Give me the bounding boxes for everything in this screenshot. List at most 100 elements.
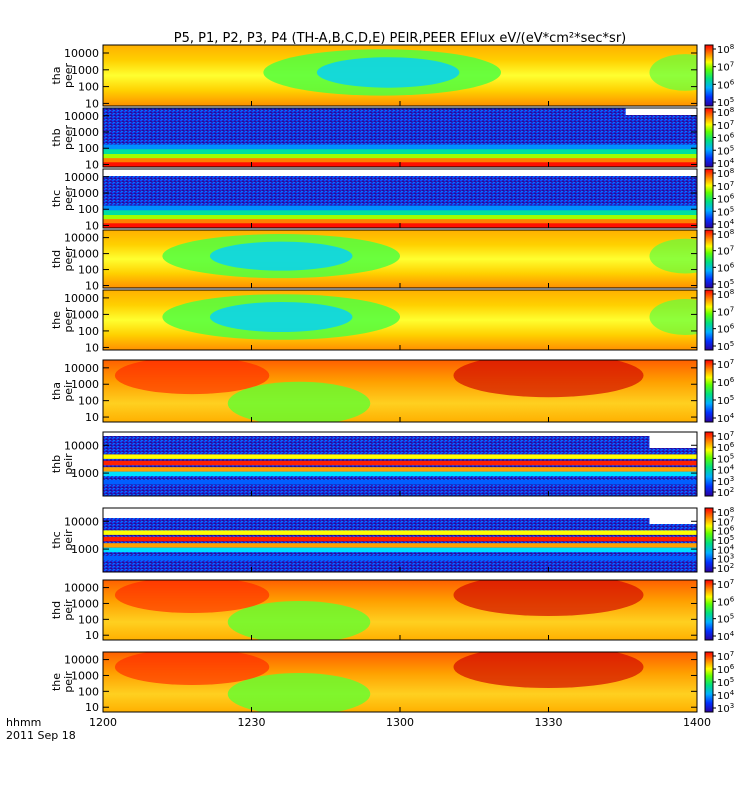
panel-species-label: peer <box>62 125 75 151</box>
colorbar-tick-label: 105 <box>717 394 734 407</box>
spectrogram-image <box>103 432 697 496</box>
colorbar-tick-label: 105 <box>717 96 734 109</box>
chart-title: P5, P1, P2, P3, P4 (TH-A,B,C,D,E) PEIR,P… <box>174 31 627 46</box>
panel-species-label: peir <box>62 599 75 621</box>
colorbar-tick-label: 104 <box>717 689 735 702</box>
y-tick-label: 100 <box>78 613 99 626</box>
colorbar-tick-label: 105 <box>717 340 734 353</box>
panel-probe-label: thd <box>50 601 63 619</box>
panel-probe-label: the <box>50 673 63 691</box>
spectrogram-image <box>103 508 697 572</box>
y-tick-label: 1000 <box>71 187 99 200</box>
panel-species-label: peir <box>62 671 75 693</box>
y-tick-label: 10000 <box>64 582 99 595</box>
colorbar-tick-label: 106 <box>717 376 735 389</box>
panel-probe-label: thc <box>50 190 63 207</box>
colorbar-tick-label: 103 <box>717 702 734 715</box>
panel-species-label: peir <box>62 380 75 402</box>
y-tick-label: 10000 <box>64 232 99 245</box>
colorbar-tick-label: 104 <box>717 630 735 643</box>
y-tick-label: 10000 <box>64 171 99 184</box>
date-label: 2011 Sep 18 <box>6 729 76 742</box>
spectrogram-image <box>103 652 697 712</box>
spectrogram-image <box>103 580 697 640</box>
panel-probe-label: thd <box>50 250 63 268</box>
y-tick-label: 100 <box>78 203 99 216</box>
x-tick-label: 1300 <box>386 716 414 729</box>
spectrogram-image <box>103 230 697 288</box>
panel-probe-label: thb <box>50 455 63 473</box>
y-tick-label: 10 <box>85 97 99 110</box>
colorbar-tick-label: 106 <box>717 323 735 336</box>
colorbar: 104 105 106 107 <box>704 578 735 643</box>
y-tick-label: 1000 <box>71 669 99 682</box>
colorbar-tick-label: 108 <box>717 228 734 241</box>
panel-probe-label: the <box>50 311 63 329</box>
spectrogram-image <box>103 108 697 167</box>
colorbar-tick-label: 102 <box>717 486 734 499</box>
panel-species-label: peer <box>62 186 75 212</box>
colorbar-tick-label: 107 <box>717 180 734 193</box>
colorbar-tick-label: 105 <box>717 205 734 218</box>
y-tick-label: 100 <box>78 325 99 338</box>
y-tick-label: 10 <box>85 411 99 424</box>
colorbar-tick-label: 106 <box>717 193 735 206</box>
colorbar: 105 106 107 108 <box>704 288 735 353</box>
colorbar-tick-label: 106 <box>717 663 735 676</box>
y-tick-label: 1000 <box>71 378 99 391</box>
colorbar-tick-label: 107 <box>717 515 734 528</box>
colorbar-tick-label: 106 <box>717 132 735 145</box>
y-tick-label: 10 <box>85 341 99 354</box>
colorbar-tick-label: 108 <box>717 106 734 119</box>
colorbar-tick-label: 107 <box>717 245 734 258</box>
y-tick-label: 1000 <box>71 597 99 610</box>
colorbar-tick-label: 107 <box>717 305 734 318</box>
y-tick-label: 10000 <box>64 292 99 305</box>
panel-species-label: peir <box>62 529 75 551</box>
colorbar-tick-label: 106 <box>717 525 735 538</box>
colorbar-tick-label: 105 <box>717 613 734 626</box>
y-tick-label: 1000 <box>71 543 99 556</box>
y-tick-label: 10 <box>85 629 99 642</box>
y-tick-label: 10000 <box>64 47 99 60</box>
colorbar-tick-label: 103 <box>717 475 734 488</box>
y-tick-label: 10000 <box>64 110 99 123</box>
panel-probe-label: tha <box>50 66 63 84</box>
x-tick-label: 1200 <box>89 716 117 729</box>
y-tick-label: 100 <box>78 685 99 698</box>
colorbar-tick-label: 103 <box>717 553 734 566</box>
colorbar-tick-label: 104 <box>717 464 735 477</box>
colorbar-tick-label: 107 <box>717 358 734 371</box>
y-tick-label: 100 <box>78 142 99 155</box>
y-tick-label: 10000 <box>64 515 99 528</box>
y-tick-label: 100 <box>78 395 99 408</box>
colorbar-tick-label: 105 <box>717 278 734 291</box>
y-tick-label: 10000 <box>64 654 99 667</box>
panel-species-label: peir <box>62 453 75 475</box>
y-tick-label: 10000 <box>64 439 99 452</box>
colorbar-tick-label: 106 <box>717 595 735 608</box>
y-tick-label: 100 <box>78 81 99 94</box>
panel-probe-label: thb <box>50 128 63 146</box>
spectrogram-image <box>103 290 697 350</box>
y-tick-label: 1000 <box>71 64 99 77</box>
colorbar: 105 106 107 108 <box>704 43 735 109</box>
x-tick-label: 1400 <box>683 716 711 729</box>
colorbar-tick-label: 107 <box>717 119 734 132</box>
panel-probe-label: thc <box>50 531 63 548</box>
colorbar-tick-label: 104 <box>717 218 735 231</box>
y-tick-label: 10000 <box>64 362 99 375</box>
colorbar-tick-label: 105 <box>717 534 734 547</box>
colorbar-tick-label: 102 <box>717 562 734 575</box>
